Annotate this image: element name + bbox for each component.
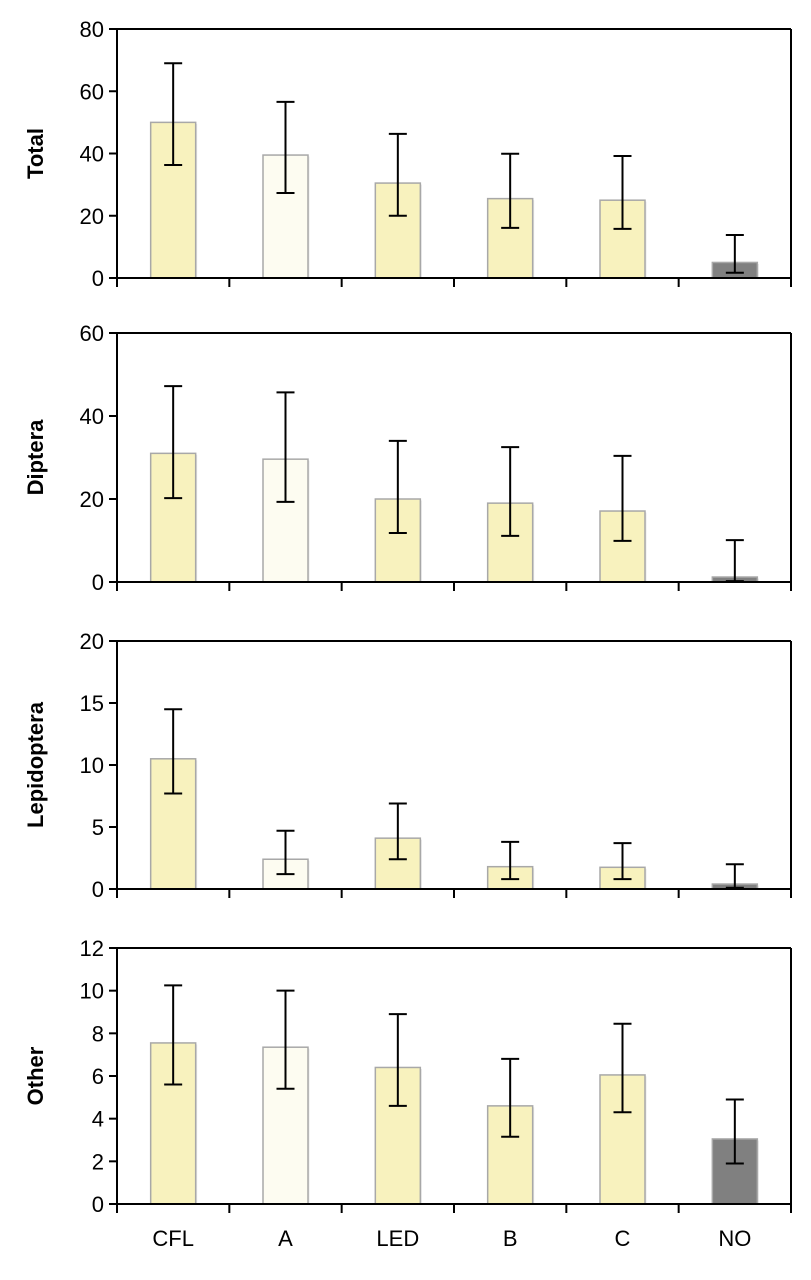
y-tick-label: 80 bbox=[80, 17, 104, 42]
x-tick-label-no: NO bbox=[718, 1226, 751, 1251]
y-tick-label: 0 bbox=[92, 877, 104, 902]
y-tick-label: 15 bbox=[80, 691, 104, 716]
y-tick-label: 0 bbox=[92, 570, 104, 595]
y-tick-label: 20 bbox=[80, 204, 104, 229]
y-tick-label: 5 bbox=[92, 815, 104, 840]
y-tick-label: 40 bbox=[80, 404, 104, 429]
x-tick-label-led: LED bbox=[376, 1226, 419, 1251]
x-tick-label-cfl: CFL bbox=[152, 1226, 194, 1251]
x-tick-label-c: C bbox=[615, 1226, 631, 1251]
y-tick-label: 40 bbox=[80, 142, 104, 167]
x-tick-label-a: A bbox=[278, 1226, 293, 1251]
y-tick-label: 0 bbox=[92, 1192, 104, 1217]
y-axis-label-other: Other bbox=[23, 1046, 48, 1105]
y-axis-label-diptera: Diptera bbox=[23, 419, 48, 496]
x-tick-label-b: B bbox=[503, 1226, 518, 1251]
y-tick-label: 6 bbox=[92, 1064, 104, 1089]
y-axis-label-lepidoptera: Lepidoptera bbox=[23, 701, 48, 828]
y-tick-label: 12 bbox=[80, 936, 104, 961]
y-tick-label: 8 bbox=[92, 1021, 104, 1046]
y-tick-label: 0 bbox=[92, 266, 104, 291]
y-tick-label: 4 bbox=[92, 1107, 104, 1132]
y-tick-label: 20 bbox=[80, 487, 104, 512]
y-tick-label: 60 bbox=[80, 321, 104, 346]
y-tick-label: 10 bbox=[80, 753, 104, 778]
y-tick-label: 2 bbox=[92, 1149, 104, 1174]
y-tick-label: 10 bbox=[80, 979, 104, 1004]
y-axis-label-total: Total bbox=[23, 128, 48, 179]
y-tick-label: 20 bbox=[80, 629, 104, 654]
y-tick-label: 60 bbox=[80, 79, 104, 104]
